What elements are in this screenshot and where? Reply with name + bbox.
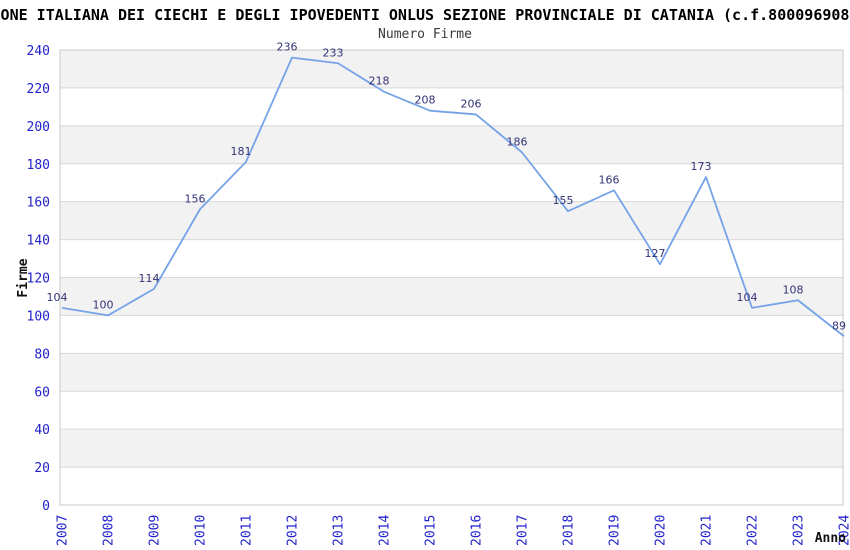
chart-subtitle: Numero Firme	[378, 27, 472, 42]
data-point-label: 173	[691, 160, 712, 173]
band-row	[60, 353, 843, 392]
x-tick-label: 2013	[332, 515, 347, 546]
x-tick-label: 2020	[654, 515, 669, 546]
data-point-label: 166	[599, 173, 620, 186]
data-point-label: 186	[507, 135, 528, 148]
series-line	[61, 56, 845, 337]
data-point-label: 155	[553, 194, 574, 207]
data-point-label: 236	[277, 41, 298, 54]
band-row	[60, 315, 843, 354]
y-tick-label: 20	[34, 461, 50, 476]
data-point-labels: 104 100 114 156 181 236 233 218 208 206 186 155 166 1…	[47, 41, 847, 333]
data-point-label: 233	[323, 46, 344, 59]
band-row	[60, 391, 843, 430]
band-row	[60, 201, 843, 240]
band-row	[60, 163, 843, 202]
plot-border	[59, 49, 844, 506]
x-tick-label: 2010	[194, 515, 209, 546]
y-tick-label: 140	[27, 234, 50, 249]
data-point-label: 206	[461, 97, 482, 110]
x-tick-label: 2022	[746, 515, 761, 546]
data-point-label: 127	[645, 247, 666, 260]
y-tick-label: 40	[34, 423, 50, 438]
x-tick-label: 2021	[700, 515, 715, 546]
y-tick-label: 80	[34, 347, 50, 362]
band-row	[60, 467, 843, 505]
y-axis-title: Firme	[16, 258, 31, 297]
y-tick-label: 220	[27, 82, 50, 97]
data-point-label: 156	[185, 192, 206, 205]
x-tick-label: 2016	[470, 515, 485, 546]
band-row	[60, 429, 843, 468]
band-row	[60, 277, 843, 316]
data-point-label: 114	[139, 272, 160, 285]
y-axis-tick-labels: 0 20 40 60 80 100 120 140 160 180 200 220 240	[27, 44, 50, 514]
y-tick-label: 120	[27, 272, 50, 287]
x-tick-label: 2015	[424, 515, 439, 546]
x-tick-label: 2024	[838, 515, 850, 546]
x-tick-label: 2012	[286, 515, 301, 546]
y-tick-label: 60	[34, 385, 50, 400]
background-bands	[60, 50, 843, 505]
y-tick-label: 100	[27, 309, 50, 324]
x-axis-title: Anno	[815, 531, 846, 546]
y-tick-label: 200	[27, 120, 50, 135]
band-row	[60, 239, 843, 278]
x-tick-label: 2008	[102, 515, 117, 546]
band-row	[60, 50, 843, 88]
chart-title: UNIONE ITALIANA DEI CIECHI E DEGLI IPOVE…	[0, 6, 850, 24]
x-tick-label: 2019	[608, 515, 623, 546]
x-axis-tick-labels: 2007 2008 2009 2010 2011 2012 2013 2014 2015 2016…	[56, 515, 850, 546]
data-point-label: 104	[47, 291, 68, 304]
band-row	[60, 125, 843, 164]
x-tick-label: 2011	[240, 515, 255, 546]
y-tick-label: 0	[42, 499, 50, 514]
x-tick-label: 2007	[56, 515, 71, 546]
data-point-label: 218	[369, 75, 390, 88]
y-tick-label: 180	[27, 158, 50, 173]
data-point-label: 108	[783, 283, 804, 296]
x-tick-label: 2023	[792, 515, 807, 546]
y-tick-label: 240	[27, 44, 50, 59]
y-tick-label: 160	[27, 196, 50, 211]
data-point-label: 100	[93, 298, 114, 311]
band-row	[60, 87, 843, 126]
x-tick-label: 2014	[378, 515, 393, 546]
series-line-group	[61, 56, 845, 337]
x-tick-label: 2018	[562, 515, 577, 546]
x-tick-label: 2009	[148, 515, 163, 546]
x-tick-label: 2017	[516, 515, 531, 546]
data-point-label: 181	[231, 145, 252, 158]
data-point-label: 104	[737, 291, 758, 304]
data-point-label: 89	[832, 319, 846, 332]
data-point-label: 208	[415, 94, 436, 107]
